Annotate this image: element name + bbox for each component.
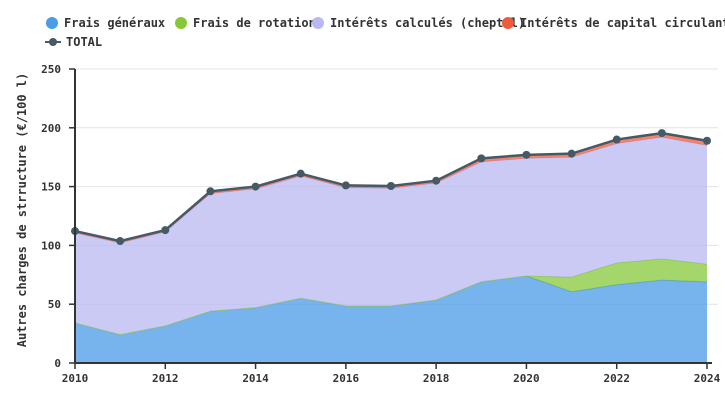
- total-point: [387, 182, 395, 191]
- total-point: [477, 154, 486, 163]
- legend-item-interets-circulant[interactable]: Intérêts de capital circulant: [502, 16, 725, 30]
- y-tick-label: 100: [41, 239, 61, 252]
- area-frais-de-rotation: [75, 258, 707, 335]
- legend-label: TOTAL: [66, 35, 103, 49]
- x-tick-label: 2022: [603, 372, 630, 385]
- legend-dot-icon: [502, 17, 514, 29]
- legend-dot-icon: [175, 17, 187, 29]
- legend-label: Intérêts de capital circulant: [520, 16, 725, 30]
- total-point: [567, 149, 576, 158]
- legend-dot-icon: [312, 17, 324, 29]
- x-tick-label: 2018: [423, 372, 450, 385]
- x-tick-label: 2014: [242, 372, 269, 385]
- x-tick-label: 2020: [513, 372, 540, 385]
- legend-label: Intérêts calculés (cheptel): [330, 16, 526, 30]
- x-tick-label: 2010: [62, 372, 89, 385]
- total-point: [703, 136, 711, 145]
- legend-line-marker-icon: [45, 36, 61, 48]
- legend-label: Frais généraux: [64, 16, 166, 30]
- total-point: [657, 129, 666, 138]
- total-point: [251, 182, 260, 191]
- total-point: [612, 135, 621, 144]
- legend-dot-icon: [46, 17, 58, 29]
- chart-legend: Frais généraux Frais de rotation Intérêt…: [0, 0, 725, 60]
- y-tick-label: 250: [41, 63, 61, 76]
- x-tick-label: 2012: [152, 372, 179, 385]
- total-point: [432, 176, 441, 185]
- total-point: [206, 187, 215, 196]
- total-point: [161, 226, 170, 235]
- legend-item-total[interactable]: TOTAL: [45, 35, 102, 49]
- x-tick-label: 2016: [333, 372, 360, 385]
- y-tick-label: 0: [54, 357, 61, 370]
- total-point: [341, 181, 350, 190]
- total-point: [116, 237, 125, 246]
- y-tick-label: 50: [48, 298, 61, 311]
- legend-label: Frais de rotation: [193, 16, 316, 30]
- x-tick-label: 2024: [694, 372, 721, 385]
- legend-item-frais-rotation[interactable]: Frais de rotation: [175, 16, 316, 30]
- area-int-r-ts-calcul-s-cheptel-: [75, 137, 707, 335]
- legend-item-frais-generaux[interactable]: Frais généraux: [46, 16, 165, 30]
- y-tick-label: 200: [41, 122, 61, 135]
- total-point: [296, 169, 305, 178]
- total-point: [522, 150, 531, 159]
- legend-item-interets-cheptel[interactable]: Intérêts calculés (cheptel): [312, 16, 525, 30]
- y-tick-label: 150: [41, 181, 61, 194]
- area-frais-g-n-raux: [75, 275, 707, 363]
